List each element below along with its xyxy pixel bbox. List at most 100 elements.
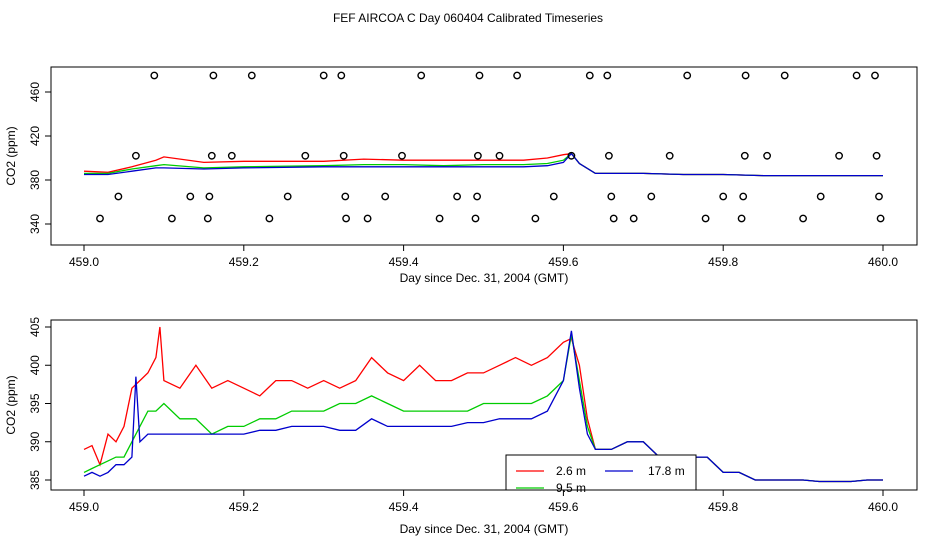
calibration-point [473, 151, 482, 160]
calibration-point [301, 151, 310, 160]
bottom-y-tick-label: 395 [28, 393, 42, 413]
calibration-point [207, 151, 216, 160]
bottom-y-axis-label: CO2 (ppm) [4, 375, 18, 434]
bottom-y-tick-label: 385 [28, 470, 42, 490]
calibration-point [283, 192, 292, 201]
legend-label-9-5m: 9.5 m [556, 481, 586, 495]
calibration-point [609, 214, 618, 223]
bottom-y-tick-label: 390 [28, 431, 42, 451]
calibration-point [719, 192, 728, 201]
calibration-point [96, 214, 104, 223]
calibration-point [337, 71, 346, 80]
legend-label-17-8m: 17.8 m [648, 464, 685, 478]
bottom-x-tick-label: 459.4 [389, 500, 419, 514]
calibration-point [513, 71, 521, 80]
top-y-tick-label: 340 [28, 214, 42, 234]
calibration-point [872, 151, 881, 160]
top-x-axis-label: Day since Dec. 31, 2004 (GMT) [400, 271, 569, 285]
calibration-point [341, 192, 350, 201]
top-x-tick-label: 460.0 [868, 255, 898, 269]
calibration-point [453, 192, 461, 201]
calibration-point [701, 214, 710, 223]
bottom-x-tick-label: 459.6 [548, 500, 578, 514]
bottom-series-line-17-8-m [83, 330, 883, 483]
legend-label-2-6m: 2.6 m [556, 464, 586, 478]
calibration-point [647, 192, 656, 201]
calibration-point [876, 214, 885, 223]
calibration-point [167, 214, 176, 223]
top-series-group [83, 152, 883, 177]
calibration-point [607, 192, 616, 201]
calibration-point [816, 192, 825, 201]
calibration-point [435, 214, 444, 223]
calibration-point [799, 214, 807, 223]
calibration-point [603, 71, 612, 80]
calibration-point [319, 71, 328, 80]
calibration-point [741, 71, 750, 80]
bottom-x-axis-label: Day since Dec. 31, 2004 (GMT) [400, 522, 569, 536]
calibration-point [531, 214, 540, 223]
top-x-axis: 459.0 459.2 459.4 459.6 459.8 460.0 [69, 245, 898, 269]
calibration-point [780, 71, 789, 80]
top-y-tick-label: 380 [28, 170, 42, 190]
bottom-series-line-2-6-m [83, 326, 883, 483]
bottom-y-tick-label: 405 [28, 317, 42, 337]
calibration-point [203, 214, 212, 223]
top-x-tick-label: 459.4 [389, 255, 419, 269]
calibration-point [475, 71, 484, 80]
bottom-y-tick-label: 400 [28, 355, 42, 375]
calibration-point [205, 192, 214, 201]
calibration-point [737, 214, 746, 223]
calibration-point [835, 151, 843, 160]
calibration-point [150, 71, 159, 80]
top-x-tick-label: 459.6 [548, 255, 578, 269]
top-y-tick-label: 420 [28, 126, 42, 146]
chart-title: FEF AIRCOA C Day 060404 Calibrated Times… [333, 11, 603, 25]
top-series-line-17-8-m [84, 152, 883, 177]
calibration-point [871, 71, 879, 80]
top-plot-frame [50, 66, 918, 246]
calibration-point [342, 214, 350, 223]
top-y-axis: 340 380 420 460 [28, 82, 51, 234]
calibration-point [417, 71, 426, 80]
calibration-point [247, 71, 256, 80]
calibration-point [683, 71, 692, 80]
calibration-point [740, 151, 749, 160]
bottom-x-tick-label: 459.8 [708, 500, 738, 514]
calibration-point [339, 151, 348, 160]
calibration-point [875, 192, 883, 201]
calibration-point [471, 214, 480, 223]
calibration-point [227, 151, 236, 160]
top-y-axis-label: CO2 (ppm) [4, 126, 18, 185]
legend: 2.6 m 17.8 m 9.5 m [505, 454, 697, 495]
calibration-point [114, 192, 123, 201]
calibration-point [585, 71, 594, 80]
calibration-point [381, 192, 390, 201]
top-x-tick-label: 459.0 [69, 255, 99, 269]
calibration-point [186, 192, 195, 201]
bottom-panel: 459.0 459.2 459.4 459.6 459.8 460.0 385 390 395… [4, 317, 918, 536]
calibration-point [473, 192, 481, 201]
top-panel: 459.0 459.2 459.4 459.6 459.8 460.0 340 380 420… [4, 66, 918, 285]
calibration-point [363, 214, 372, 223]
calibration-point [265, 214, 274, 223]
bottom-x-tick-label: 459.2 [229, 500, 259, 514]
calibration-point [567, 151, 576, 160]
bottom-x-axis: 459.0 459.2 459.4 459.6 459.8 460.0 [69, 490, 898, 514]
calibration-point [549, 192, 558, 201]
calibration-point [629, 214, 638, 223]
calibration-point [209, 71, 218, 80]
calibration-point [852, 71, 861, 80]
calibration-point [665, 151, 674, 160]
calibration-point [398, 151, 406, 160]
calibration-point [739, 192, 748, 201]
legend-box [505, 454, 697, 491]
top-y-tick-label: 460 [28, 82, 42, 102]
bottom-plot-frame [50, 319, 918, 491]
bottom-series-line-9-5-m [83, 334, 883, 483]
bottom-x-tick-label: 460.0 [868, 500, 898, 514]
bottom-series-group [83, 326, 883, 483]
bottom-x-tick-label: 459.0 [69, 500, 99, 514]
top-x-tick-label: 459.2 [229, 255, 259, 269]
